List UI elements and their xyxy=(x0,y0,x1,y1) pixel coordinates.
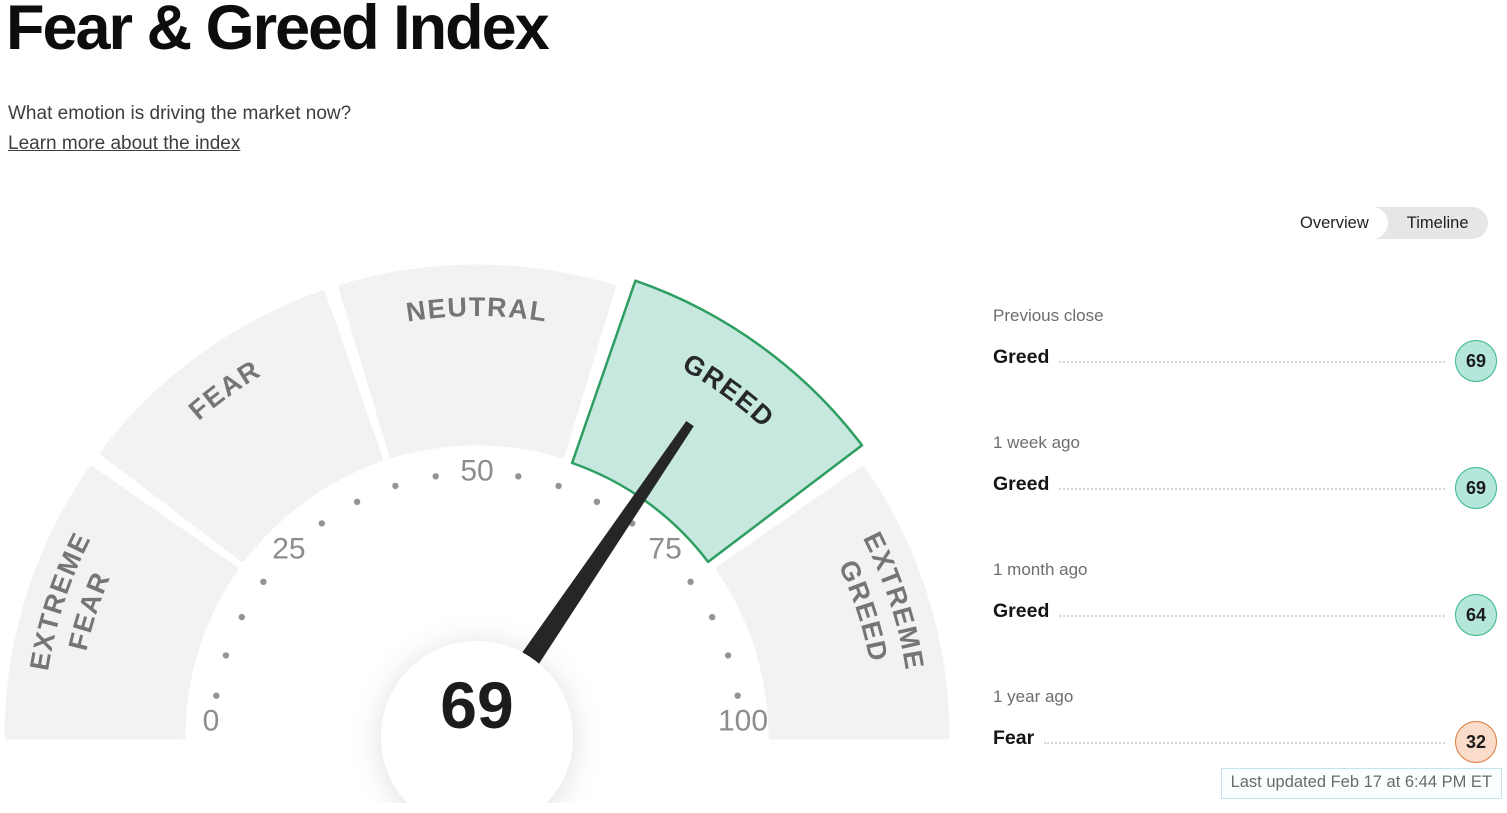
history-item-1-year: 1 year ago Fear 32 xyxy=(993,686,1497,763)
history-item-previous-close: Previous close Greed 69 xyxy=(993,305,1497,382)
page-subtitle: What emotion is driving the market now? xyxy=(8,103,352,124)
history-period-label: 1 year ago xyxy=(993,687,1074,706)
gauge-value: 69 xyxy=(440,668,513,742)
view-toggle: Overview Timeline xyxy=(1281,207,1488,239)
gauge-segment-label-neutral: NEUTRAL xyxy=(404,292,550,328)
history-panel: Previous close Greed 69 1 week ago Greed… xyxy=(993,305,1497,813)
gauge-tick-dot xyxy=(213,692,220,699)
gauge-tick-dot xyxy=(687,578,694,585)
fear-greed-gauge: EXTREME FEAR FEAR NEUTRAL GREED EXTREME GREED 0… xyxy=(0,250,960,803)
dotted-leader xyxy=(1044,732,1445,744)
gauge-segment-extreme-fear xyxy=(4,465,239,740)
learn-more-link[interactable]: Learn more about the index xyxy=(8,133,241,154)
history-sentiment: Greed xyxy=(993,599,1050,622)
history-period-label: 1 month ago xyxy=(993,560,1088,579)
gauge-tick-label-0: 0 xyxy=(203,705,220,738)
gauge-tick-dot xyxy=(734,692,741,699)
gauge-tick-label-25: 25 xyxy=(272,532,305,565)
gauge-center-disc xyxy=(381,641,573,803)
gauge-tick-dot xyxy=(318,520,325,527)
dotted-leader xyxy=(1059,478,1445,490)
history-item-1-week: 1 week ago Greed 69 xyxy=(993,432,1497,509)
page-title: Fear & Greed Index xyxy=(6,0,550,63)
gauge-segment-extreme-greed xyxy=(715,465,950,740)
dotted-leader xyxy=(1059,605,1445,617)
gauge-tick-dot xyxy=(392,482,399,490)
history-period-label: 1 week ago xyxy=(993,433,1080,452)
history-sentiment: Greed xyxy=(993,345,1050,368)
tab-timeline[interactable]: Timeline xyxy=(1388,207,1488,239)
gauge-tick-dot xyxy=(709,613,716,621)
history-item-1-month: 1 month ago Greed 64 xyxy=(993,559,1497,636)
tab-overview[interactable]: Overview xyxy=(1281,207,1388,239)
gauge-segment-neutral xyxy=(338,264,616,459)
history-period-label: Previous close xyxy=(993,306,1104,325)
gauge-tick-dot xyxy=(238,613,245,621)
gauge-tick-label-100: 100 xyxy=(718,705,768,738)
history-value-badge: 69 xyxy=(1455,467,1497,509)
gauge-tick-dot xyxy=(260,578,267,585)
gauge-tick-label-75: 75 xyxy=(648,532,681,565)
dotted-leader xyxy=(1059,351,1445,363)
gauge-tick-dot xyxy=(724,652,732,659)
history-sentiment: Greed xyxy=(993,472,1050,495)
gauge-tick-dot xyxy=(222,652,230,659)
history-value-badge: 69 xyxy=(1455,340,1497,382)
gauge-tick-dot xyxy=(593,498,601,505)
gauge-segment-fear xyxy=(99,290,384,562)
gauge-tick-dot xyxy=(515,473,522,480)
history-value-badge: 32 xyxy=(1455,721,1497,763)
gauge-tick-dot xyxy=(432,473,439,480)
gauge-tick-dot xyxy=(555,482,562,490)
gauge-tick-dot xyxy=(353,498,361,505)
history-sentiment: Fear xyxy=(993,726,1035,749)
last-updated-badge: Last updated Feb 17 at 6:44 PM ET xyxy=(1220,768,1502,799)
gauge-tick-label-50: 50 xyxy=(460,455,493,488)
history-value-badge: 64 xyxy=(1455,594,1497,636)
